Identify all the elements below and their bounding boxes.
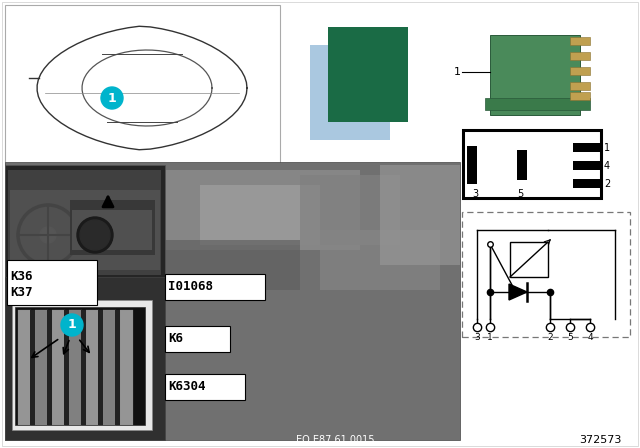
Text: 4: 4	[587, 332, 593, 341]
Bar	[320, 230, 440, 290]
Bar	[380, 165, 460, 265]
Bar	[7, 260, 97, 305]
Bar	[72, 210, 152, 250]
Bar	[570, 52, 590, 60]
Circle shape	[40, 227, 56, 243]
Text: 1: 1	[604, 143, 610, 153]
Bar	[47, 310, 52, 425]
Bar	[160, 240, 300, 290]
Bar	[160, 170, 360, 250]
Text: I01068: I01068	[168, 280, 213, 293]
Bar	[573, 179, 601, 188]
Bar	[328, 27, 408, 122]
Text: K6: K6	[168, 332, 183, 345]
Bar	[5, 165, 165, 280]
Text: K36: K36	[10, 270, 33, 283]
Bar	[69, 310, 82, 425]
Bar	[98, 310, 103, 425]
Circle shape	[101, 87, 123, 109]
Text: 3: 3	[472, 189, 478, 199]
Bar	[81, 310, 86, 425]
Bar	[467, 146, 477, 184]
Bar	[120, 310, 133, 425]
Polygon shape	[509, 284, 527, 300]
Bar	[5, 162, 460, 440]
Bar	[165, 374, 245, 400]
Text: 372573: 372573	[579, 435, 621, 445]
Bar	[570, 82, 590, 90]
Bar	[5, 5, 280, 165]
Bar	[15, 307, 145, 425]
Bar	[573, 143, 601, 152]
Circle shape	[61, 314, 83, 336]
Bar	[5, 277, 165, 440]
Text: 2: 2	[547, 332, 553, 341]
Bar	[52, 310, 65, 425]
Bar	[18, 310, 31, 425]
Bar	[165, 326, 230, 352]
Bar	[115, 310, 120, 425]
Bar	[35, 310, 48, 425]
Text: 3: 3	[474, 332, 480, 341]
Text: 5: 5	[517, 189, 523, 199]
Bar	[165, 274, 265, 300]
Bar	[462, 212, 630, 337]
Bar	[300, 175, 400, 245]
Circle shape	[80, 220, 110, 250]
Text: 1: 1	[68, 319, 76, 332]
Text: 4: 4	[604, 161, 610, 171]
Text: K6304: K6304	[168, 380, 205, 393]
Text: 1: 1	[487, 332, 493, 341]
Text: 1: 1	[454, 67, 461, 77]
Bar	[200, 185, 320, 245]
Bar	[12, 300, 152, 430]
Text: K37: K37	[10, 285, 33, 298]
Bar	[70, 200, 155, 255]
Bar	[64, 310, 69, 425]
Bar	[30, 310, 35, 425]
Bar	[8, 170, 161, 275]
Bar	[517, 150, 527, 180]
Bar	[310, 45, 390, 140]
Bar	[490, 35, 580, 115]
Text: 5: 5	[567, 332, 573, 341]
Bar	[570, 92, 590, 100]
Bar	[60, 190, 160, 270]
Bar	[103, 310, 116, 425]
Bar	[485, 98, 590, 110]
Text: EO E87 61 0015: EO E87 61 0015	[296, 435, 374, 445]
Bar	[463, 130, 601, 198]
Bar	[10, 190, 160, 270]
Circle shape	[77, 217, 113, 253]
Text: 1: 1	[108, 91, 116, 104]
Bar	[570, 37, 590, 45]
Text: 2: 2	[604, 179, 611, 189]
Bar	[86, 310, 99, 425]
Bar	[570, 67, 590, 75]
Bar	[573, 161, 601, 170]
Bar	[510, 242, 548, 277]
